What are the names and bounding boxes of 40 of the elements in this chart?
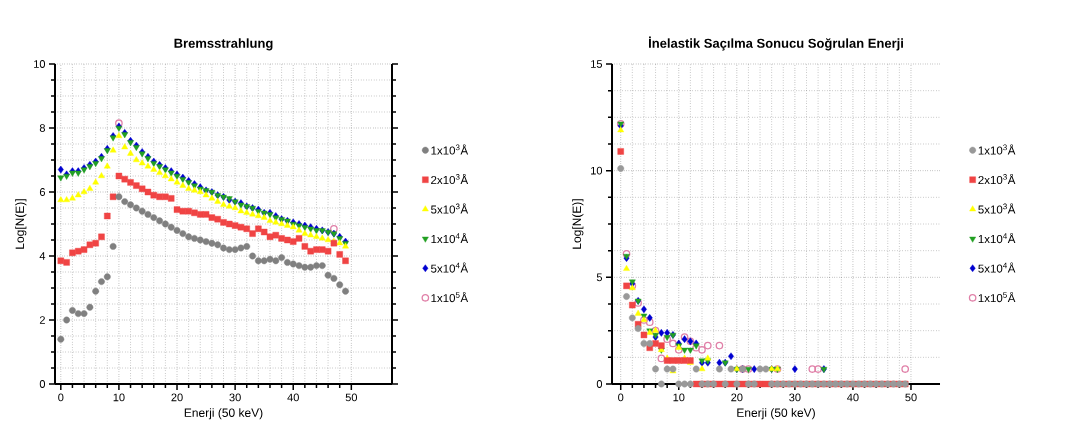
legend-label: 2x10$^{3}$Å bbox=[431, 173, 469, 185]
x-tick-label: 0 bbox=[58, 393, 64, 402]
y-tick-label: 2 bbox=[39, 316, 45, 324]
y-tick-label: 0 bbox=[39, 380, 46, 388]
y-axis-title: Log[N(E)] bbox=[15, 199, 27, 249]
y-tick-label: 6 bbox=[39, 188, 45, 196]
chart-title: Bremsstrahlung bbox=[174, 38, 273, 51]
legend-label: 5x10$^{4}$Å bbox=[978, 262, 1016, 273]
legend-label: 1x10$^{5}$Å bbox=[431, 292, 469, 303]
x-tick-label: 50 bbox=[345, 393, 358, 402]
chart-title: İnelastik Saçılma Sonucu Soğrulan Enerji bbox=[649, 36, 903, 51]
y-tick-label: 5 bbox=[596, 273, 603, 282]
y-tick-label: 0 bbox=[596, 380, 603, 388]
x-tick-label: 0 bbox=[618, 393, 624, 402]
x-tick-label: 50 bbox=[905, 393, 917, 402]
x-tick-label: 20 bbox=[171, 393, 183, 402]
x-tick-label: 20 bbox=[731, 393, 743, 402]
legend-label: 2x10$^{3}$Å bbox=[978, 173, 1016, 185]
y-tick-label: 15 bbox=[591, 60, 603, 68]
y-tick-label: 10 bbox=[591, 166, 603, 175]
x-tick-label: 10 bbox=[113, 393, 125, 402]
legend-label: 1x10$^{5}$Å bbox=[978, 292, 1016, 303]
x-tick-label: 10 bbox=[673, 393, 685, 402]
legend-label: 1x10$^{3}$Å bbox=[431, 144, 469, 155]
legend-label: 5x10$^{3}$Å bbox=[431, 203, 469, 214]
x-axis-title: Enerji (50 keV) bbox=[737, 408, 815, 420]
x-tick-label: 40 bbox=[287, 393, 299, 402]
x-tick-label: 40 bbox=[847, 393, 859, 402]
legend-label: 1x10$^{4}$Å bbox=[978, 232, 1016, 244]
legend-label: 1x10$^{3}$Å bbox=[978, 144, 1016, 155]
legend-label: 5x10$^{4}$Å bbox=[431, 262, 469, 273]
x-tick-label: 30 bbox=[229, 393, 241, 402]
y-axis-title: Log[N(E)] bbox=[572, 199, 584, 249]
x-axis-title: Enerji (50 keV) bbox=[184, 408, 263, 420]
x-tick-label: 30 bbox=[789, 393, 801, 402]
y-tick-label: 8 bbox=[39, 124, 45, 132]
legend-label: 5x10$^{3}$Å bbox=[978, 203, 1016, 214]
y-tick-label: 4 bbox=[39, 252, 46, 260]
legend-label: 1x10$^{4}$Å bbox=[431, 232, 469, 244]
y-tick-label: 10 bbox=[34, 60, 46, 68]
